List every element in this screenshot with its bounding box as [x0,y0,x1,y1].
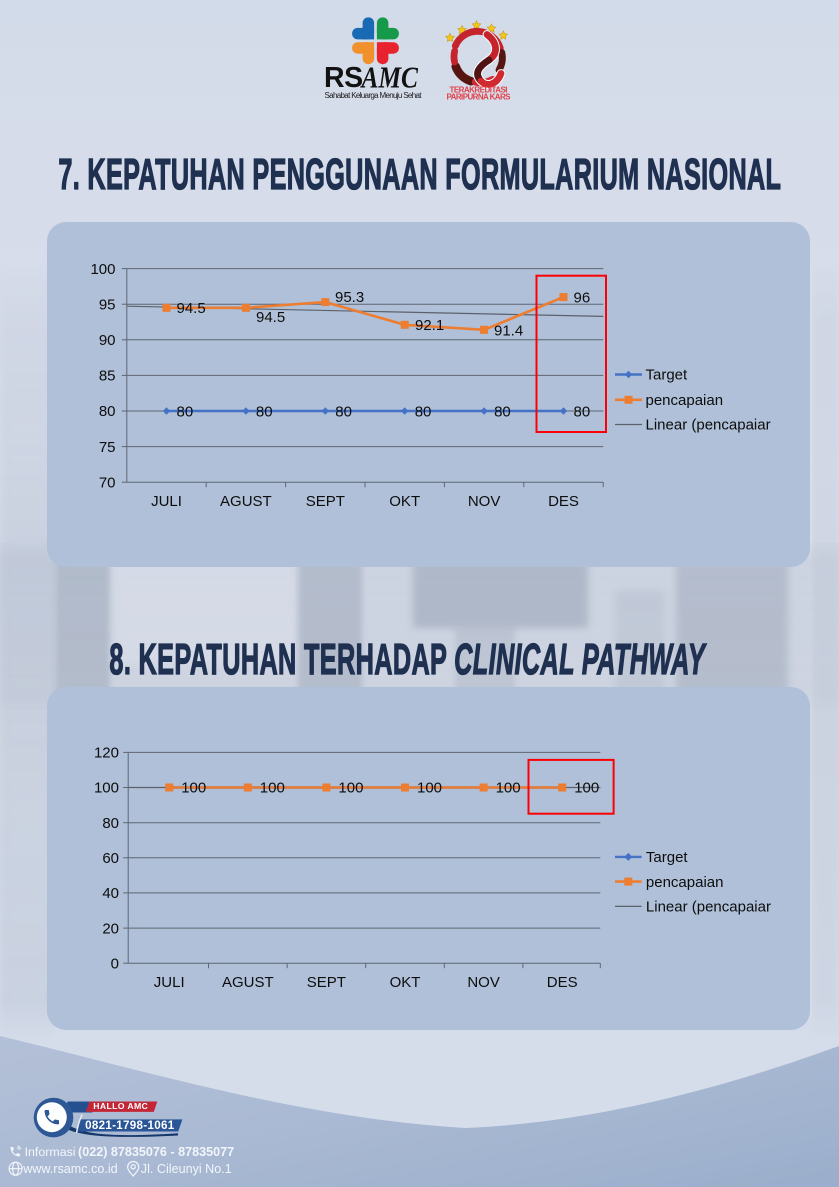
svg-text:PARIPURNA KARS: PARIPURNA KARS [447,93,512,102]
svg-text:100: 100 [496,780,521,797]
svg-text:HALLO AMC: HALLO AMC [93,1101,148,1111]
svg-text:AGUST: AGUST [220,493,272,510]
svg-text:80: 80 [256,403,273,420]
svg-text:40: 40 [102,885,119,902]
svg-text:(022) 87835076 - 87835077: (022) 87835076 - 87835077 [78,1145,234,1159]
svg-text:80: 80 [99,403,116,420]
svg-text:100: 100 [181,780,206,797]
svg-text:100: 100 [90,261,115,278]
svg-text:75: 75 [99,439,116,456]
svg-text:RS: RS [324,62,363,94]
svg-text:JULI: JULI [154,974,185,991]
svg-text:pencapaian: pencapaian [646,392,724,409]
svg-text:Sahabat Keluarga Menuju Sehat: Sahabat Keluarga Menuju Sehat [325,91,423,100]
svg-text:100: 100 [260,780,285,797]
svg-text:0821-1798-1061: 0821-1798-1061 [85,1119,175,1132]
svg-text:pencapaian: pencapaian [646,874,724,891]
svg-text:100: 100 [417,780,442,797]
svg-text:AMC: AMC [360,61,419,95]
svg-text:100: 100 [338,780,363,797]
svg-text:92.1: 92.1 [415,317,444,334]
svg-text:80: 80 [177,403,194,420]
svg-text:100: 100 [574,780,599,797]
svg-text:www.rsamc.co.id: www.rsamc.co.id [22,1162,117,1176]
svg-text:DES: DES [547,974,578,991]
svg-text:OKT: OKT [389,493,420,510]
svg-text:96: 96 [574,289,591,306]
svg-text:NOV: NOV [467,974,500,991]
svg-text:OKT: OKT [390,974,421,991]
svg-text:120: 120 [94,745,119,762]
svg-text:90: 90 [99,332,116,349]
svg-text:Jl. Cileunyi No.1: Jl. Cileunyi No.1 [141,1162,232,1176]
svg-text:80: 80 [335,403,352,420]
svg-text:60: 60 [102,850,119,867]
svg-text:70: 70 [99,474,116,491]
svg-text:91.4: 91.4 [494,323,523,340]
svg-text:Target: Target [646,367,689,384]
svg-text:0: 0 [111,955,119,972]
svg-text:AGUST: AGUST [222,974,274,991]
svg-text:100: 100 [94,780,119,797]
svg-text:Linear (pencapaiar: Linear (pencapaiar [646,417,771,434]
svg-text:80: 80 [415,403,432,420]
svg-text:85: 85 [99,368,116,385]
svg-text:94.5: 94.5 [256,309,285,326]
svg-text:20: 20 [102,920,119,937]
svg-text:95: 95 [99,296,116,313]
svg-text:Informasi: Informasi [25,1145,76,1159]
svg-text:JULI: JULI [151,493,182,510]
svg-text:94.5: 94.5 [177,300,206,317]
svg-text:TERAKREDITASI: TERAKREDITASI [450,85,508,94]
svg-text:SEPT: SEPT [306,493,345,510]
svg-text:80: 80 [102,815,119,832]
svg-text:80: 80 [574,403,591,420]
svg-text:NOV: NOV [468,493,501,510]
svg-text:Linear (pencapaiar: Linear (pencapaiar [646,899,771,916]
svg-text:95.3: 95.3 [335,289,364,306]
svg-text:Target: Target [646,849,689,866]
svg-text:DES: DES [548,493,579,510]
svg-text:80: 80 [494,403,511,420]
svg-text:SEPT: SEPT [307,974,346,991]
